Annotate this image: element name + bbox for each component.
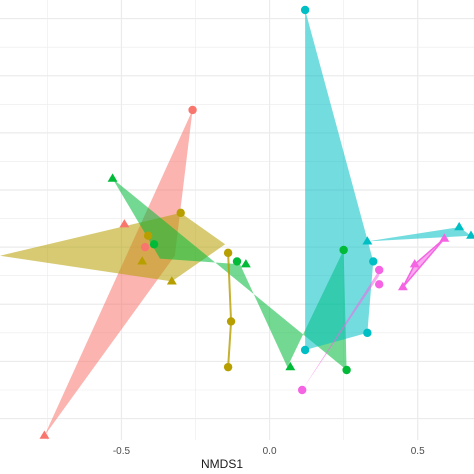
- point-series-4-1: [300, 5, 310, 15]
- point-series-2-5: [223, 248, 233, 258]
- point-series-5-6: [439, 233, 450, 242]
- x-axis-title: NMDS1: [201, 457, 243, 471]
- point-series-2-7: [223, 362, 233, 372]
- point-series-4-4: [363, 328, 372, 338]
- point-series-3-2: [149, 240, 159, 249]
- point-series-3-4: [240, 259, 251, 268]
- point-series-3-3: [232, 257, 242, 266]
- point-series-5-5: [398, 281, 408, 291]
- x-tick-label: 0.5: [411, 446, 425, 457]
- point-series-4-5: [362, 236, 373, 245]
- x-tick-label: 0.0: [263, 446, 277, 457]
- point-series-1-3: [140, 242, 150, 252]
- point-series-4-2: [369, 257, 378, 266]
- point-series-3-6: [339, 245, 348, 255]
- point-layer: [39, 5, 474, 439]
- point-series-2-2: [143, 231, 153, 240]
- point-series-3-5: [285, 361, 296, 371]
- hull-series-4: [305, 10, 374, 350]
- point-series-3-7: [342, 365, 351, 375]
- point-series-4-3: [300, 345, 310, 355]
- x-tick-label: -0.5: [113, 446, 131, 457]
- point-series-1-4: [39, 430, 50, 439]
- point-series-5-2: [375, 280, 384, 289]
- point-series-1-1: [188, 105, 197, 115]
- point-series-2-4: [137, 256, 148, 265]
- hull-series-4-secondary: [367, 227, 472, 242]
- hull-series-5: [302, 270, 380, 390]
- point-series-3-1: [107, 173, 118, 182]
- point-series-4-7: [466, 230, 474, 239]
- point-series-5-3: [297, 385, 307, 395]
- hull-series-5-secondary: [402, 238, 445, 288]
- point-series-2-3: [166, 276, 177, 285]
- point-series-5-4: [409, 259, 420, 268]
- point-series-5-1: [375, 265, 384, 275]
- point-series-2-6: [226, 317, 236, 326]
- point-series-2-1: [176, 208, 185, 218]
- point-series-4-6: [454, 221, 465, 231]
- x-tick-labels: -0.5 0.0 0.5: [113, 446, 425, 457]
- point-series-1-2: [119, 219, 130, 228]
